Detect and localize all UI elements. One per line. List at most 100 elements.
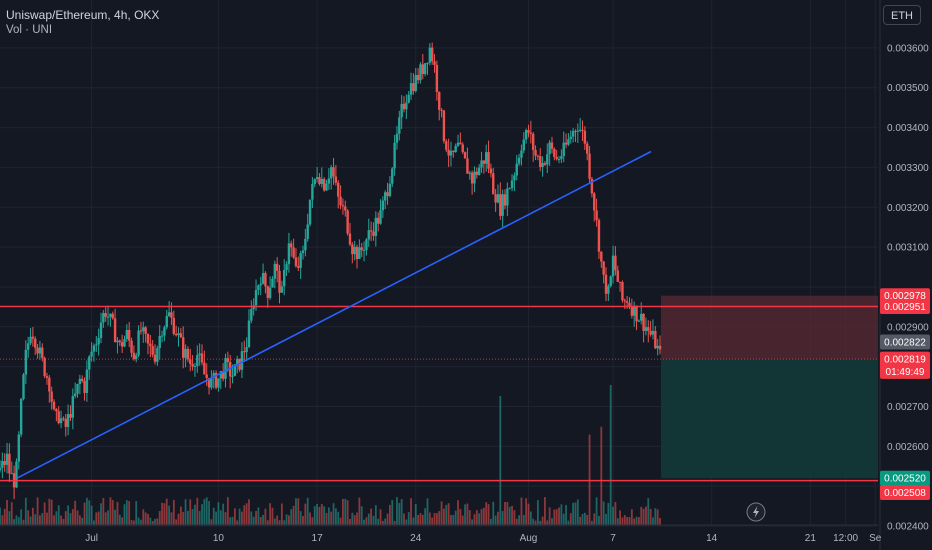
candle[interactable] xyxy=(400,103,403,118)
candle[interactable] xyxy=(433,61,436,65)
candle[interactable] xyxy=(283,269,286,287)
candle[interactable] xyxy=(261,273,265,284)
candle[interactable] xyxy=(459,142,462,145)
candle[interactable] xyxy=(57,411,60,424)
candle[interactable] xyxy=(247,320,251,348)
candle[interactable] xyxy=(19,398,23,435)
candle[interactable] xyxy=(250,309,253,321)
candle[interactable] xyxy=(391,168,394,184)
candle[interactable] xyxy=(135,355,138,360)
candle[interactable] xyxy=(22,374,25,399)
candle[interactable] xyxy=(637,320,641,322)
candle[interactable] xyxy=(172,317,176,334)
candle[interactable] xyxy=(543,163,547,165)
candle[interactable] xyxy=(198,353,201,356)
candle[interactable] xyxy=(24,349,28,375)
candle[interactable] xyxy=(280,286,284,293)
candle[interactable] xyxy=(534,149,537,156)
candle[interactable] xyxy=(151,346,154,355)
candle[interactable] xyxy=(111,313,114,319)
candle[interactable] xyxy=(266,286,269,299)
candle[interactable] xyxy=(158,335,161,349)
candle[interactable] xyxy=(430,47,434,62)
candle[interactable] xyxy=(503,194,507,206)
candle[interactable] xyxy=(15,461,18,488)
candle[interactable] xyxy=(69,414,72,418)
candle[interactable] xyxy=(214,372,218,388)
candle[interactable] xyxy=(588,153,591,179)
candle[interactable] xyxy=(576,130,580,132)
candle[interactable] xyxy=(233,364,237,376)
candle[interactable] xyxy=(438,92,441,110)
candle[interactable] xyxy=(623,300,626,302)
candle[interactable] xyxy=(189,359,192,364)
candle[interactable] xyxy=(149,343,152,347)
candle[interactable] xyxy=(398,117,401,134)
candle[interactable] xyxy=(426,62,429,64)
candle[interactable] xyxy=(452,150,455,152)
candle[interactable] xyxy=(139,330,143,332)
candle[interactable] xyxy=(8,453,11,474)
candle[interactable] xyxy=(463,152,467,159)
candle[interactable] xyxy=(447,149,450,156)
candle[interactable] xyxy=(273,263,277,279)
candle[interactable] xyxy=(290,243,293,248)
candle[interactable] xyxy=(294,257,298,267)
candle[interactable] xyxy=(315,177,319,180)
candle[interactable] xyxy=(630,306,634,316)
candle[interactable] xyxy=(207,377,211,388)
candle[interactable] xyxy=(600,251,603,262)
candle[interactable] xyxy=(254,290,258,306)
candle[interactable] xyxy=(120,342,124,347)
candle[interactable] xyxy=(595,210,598,221)
candle[interactable] xyxy=(520,150,523,158)
price-tag[interactable] xyxy=(880,485,930,501)
candle[interactable] xyxy=(473,171,476,184)
candle[interactable] xyxy=(510,180,514,189)
candle[interactable] xyxy=(182,337,185,358)
candle[interactable] xyxy=(85,369,89,394)
candle[interactable] xyxy=(45,376,49,378)
candle[interactable] xyxy=(219,371,222,379)
candle[interactable] xyxy=(125,329,129,339)
candle[interactable] xyxy=(76,383,79,394)
candle[interactable] xyxy=(332,167,335,177)
candle[interactable] xyxy=(628,302,631,307)
candle[interactable] xyxy=(369,230,373,232)
candle[interactable] xyxy=(414,74,417,91)
candle[interactable] xyxy=(358,247,361,260)
candle[interactable] xyxy=(642,313,645,331)
candle[interactable] xyxy=(210,377,213,388)
candle[interactable] xyxy=(546,154,549,165)
candle[interactable] xyxy=(485,152,488,164)
candle[interactable] xyxy=(611,255,615,277)
candle[interactable] xyxy=(5,453,9,465)
candle[interactable] xyxy=(236,358,239,365)
candle[interactable] xyxy=(395,133,399,143)
candle[interactable] xyxy=(318,177,321,185)
candle[interactable] xyxy=(26,343,30,350)
candle[interactable] xyxy=(186,348,190,360)
symbol-title[interactable]: Uniswap/Ethereum, 4h, OKX xyxy=(6,8,160,22)
candle[interactable] xyxy=(167,312,171,317)
price-tag[interactable] xyxy=(880,298,930,314)
candle[interactable] xyxy=(174,333,178,336)
candle[interactable] xyxy=(402,103,406,110)
candle[interactable] xyxy=(553,148,556,157)
candle[interactable] xyxy=(113,318,117,343)
price-tag[interactable] xyxy=(880,470,930,486)
candle[interactable] xyxy=(564,142,568,145)
candle[interactable] xyxy=(221,371,225,379)
candle[interactable] xyxy=(440,109,443,111)
stop-loss-zone[interactable] xyxy=(660,295,878,360)
candle[interactable] xyxy=(539,156,542,168)
candle[interactable] xyxy=(341,205,345,207)
candle[interactable] xyxy=(66,414,70,427)
candle[interactable] xyxy=(327,178,331,184)
candle[interactable] xyxy=(475,171,479,175)
candle[interactable] xyxy=(590,178,594,194)
candle[interactable] xyxy=(339,196,342,206)
candle[interactable] xyxy=(160,335,164,337)
candle[interactable] xyxy=(285,264,288,270)
candle[interactable] xyxy=(203,362,206,375)
